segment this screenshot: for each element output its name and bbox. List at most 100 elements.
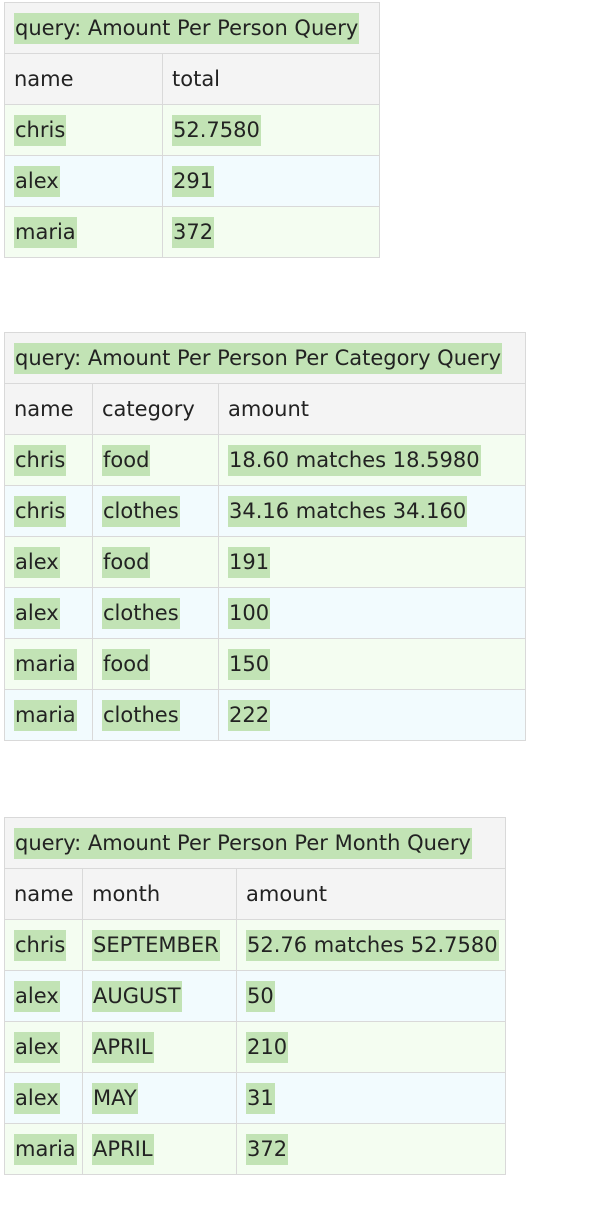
cell-name-text: maria (14, 700, 77, 731)
cell-category: clothes (92, 689, 219, 741)
cell-amount-text: 18.60 matches 18.5980 (228, 445, 481, 476)
cell-month: APRIL (82, 1123, 237, 1175)
cell-name: maria (4, 689, 93, 741)
column-header-month: month (82, 868, 237, 920)
amount-per-person-per-category-query-table: query: Amount Per Person Per Category Qu… (4, 332, 526, 741)
cell-name-text: chris (14, 445, 67, 476)
cell-category: food (92, 434, 219, 486)
cell-month-text: MAY (92, 1083, 138, 1114)
cell-name-text: maria (14, 649, 77, 680)
cell-name-text: maria (14, 217, 77, 248)
table-row: chris SEPTEMBER 52.76 matches 52.7580 (4, 919, 506, 971)
column-header-name: name (4, 383, 93, 435)
table-row: chris 52.7580 (4, 104, 380, 156)
table-title-text: query: Amount Per Person Per Month Query (14, 828, 472, 859)
table-row: maria clothes 222 (4, 689, 526, 741)
table-title-row: query: Amount Per Person Query (4, 2, 380, 54)
cell-month-text: APRIL (92, 1134, 154, 1165)
cell-month-text: AUGUST (92, 981, 182, 1012)
table-header-row: name category amount (4, 383, 526, 435)
cell-amount: 210 (236, 1021, 506, 1073)
cell-category-text: food (102, 649, 151, 680)
cell-category-text: food (102, 547, 151, 578)
cell-month: AUGUST (82, 970, 237, 1022)
cell-name: alex (4, 155, 163, 207)
cell-name: chris (4, 434, 93, 486)
cell-name: alex (4, 970, 83, 1022)
cell-total-text: 291 (172, 166, 215, 197)
cell-amount-text: 150 (228, 649, 271, 680)
amount-per-person-query-table: query: Amount Per Person Query name tota… (4, 2, 380, 258)
table-row: chris clothes 34.16 matches 34.160 (4, 485, 526, 537)
cell-name: alex (4, 587, 93, 639)
table-row: maria 372 (4, 206, 380, 258)
cell-category: clothes (92, 587, 219, 639)
cell-name: chris (4, 485, 93, 537)
cell-name: alex (4, 1072, 83, 1124)
column-header-name: name (4, 868, 83, 920)
cell-name-text: alex (14, 1032, 60, 1063)
cell-total: 291 (162, 155, 380, 207)
cell-amount: 150 (218, 638, 526, 690)
table-title-text: query: Amount Per Person Query (14, 13, 360, 44)
column-header-total: total (162, 53, 380, 105)
table-row: maria APRIL 372 (4, 1123, 506, 1175)
table-title-row: query: Amount Per Person Per Category Qu… (4, 332, 526, 384)
table-title-text: query: Amount Per Person Per Category Qu… (14, 343, 502, 374)
cell-total: 52.7580 (162, 104, 380, 156)
table-row: chris food 18.60 matches 18.5980 (4, 434, 526, 486)
cell-name-text: alex (14, 166, 60, 197)
cell-total-text: 372 (172, 217, 215, 248)
table-header-row: name total (4, 53, 380, 105)
table-row: alex food 191 (4, 536, 526, 588)
table-title: query: Amount Per Person Per Category Qu… (4, 332, 526, 384)
cell-category-text: clothes (102, 496, 180, 527)
cell-amount: 100 (218, 587, 526, 639)
column-header-amount: amount (218, 383, 526, 435)
cell-amount: 372 (236, 1123, 506, 1175)
table-row: alex MAY 31 (4, 1072, 506, 1124)
cell-amount: 52.76 matches 52.7580 (236, 919, 506, 971)
cell-category-text: clothes (102, 700, 180, 731)
cell-category: food (92, 536, 219, 588)
cell-total-text: 52.7580 (172, 115, 261, 146)
cell-amount-text: 31 (246, 1083, 275, 1114)
cell-name: maria (4, 638, 93, 690)
table-title: query: Amount Per Person Per Month Query (4, 817, 506, 869)
amount-per-person-per-month-query-table: query: Amount Per Person Per Month Query… (4, 817, 506, 1175)
cell-amount-text: 50 (246, 981, 275, 1012)
cell-name-text: maria (14, 1134, 77, 1165)
cell-month: APRIL (82, 1021, 237, 1073)
cell-name-text: alex (14, 981, 60, 1012)
cell-amount-text: 210 (246, 1032, 289, 1063)
cell-category-text: clothes (102, 598, 180, 629)
table-header-row: name month amount (4, 868, 506, 920)
table-row: alex AUGUST 50 (4, 970, 506, 1022)
cell-name-text: chris (14, 930, 67, 961)
column-header-category: category (92, 383, 219, 435)
cell-month: MAY (82, 1072, 237, 1124)
table-row: alex clothes 100 (4, 587, 526, 639)
cell-amount: 222 (218, 689, 526, 741)
cell-name-text: chris (14, 115, 67, 146)
cell-name-text: alex (14, 598, 60, 629)
cell-name-text: chris (14, 496, 67, 527)
cell-name: chris (4, 919, 83, 971)
cell-amount-text: 52.76 matches 52.7580 (246, 930, 499, 961)
cell-name: alex (4, 536, 93, 588)
cell-total: 372 (162, 206, 380, 258)
cell-category-text: food (102, 445, 151, 476)
cell-month: SEPTEMBER (82, 919, 237, 971)
cell-amount: 31 (236, 1072, 506, 1124)
cell-name-text: alex (14, 547, 60, 578)
cell-amount-text: 372 (246, 1134, 289, 1165)
cell-amount-text: 100 (228, 598, 271, 629)
cell-name: maria (4, 1123, 83, 1175)
cell-category: food (92, 638, 219, 690)
cell-name: alex (4, 1021, 83, 1073)
cell-amount-text: 222 (228, 700, 271, 731)
cell-month-text: APRIL (92, 1032, 154, 1063)
table-row: maria food 150 (4, 638, 526, 690)
cell-amount: 34.16 matches 34.160 (218, 485, 526, 537)
cell-name: chris (4, 104, 163, 156)
